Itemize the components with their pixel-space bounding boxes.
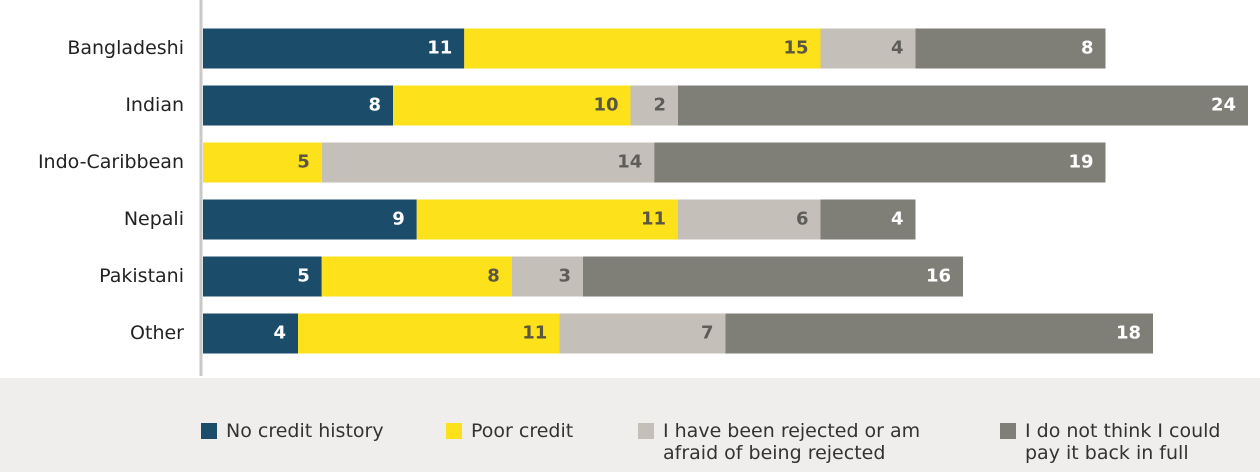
data-label: 11 — [641, 209, 666, 230]
data-label: 15 — [783, 38, 808, 59]
legend-label: No credit history — [226, 420, 384, 442]
y-tick-label: Indian — [125, 94, 184, 116]
data-label: 4 — [891, 38, 904, 59]
bar-segment — [203, 85, 393, 126]
legend-item: I have been rejected or am afraid of bei… — [638, 420, 978, 464]
data-label: 19 — [1068, 152, 1093, 173]
bar-segment — [820, 199, 916, 240]
bar-segment — [203, 256, 322, 297]
data-label: 6 — [796, 209, 809, 230]
data-label: 3 — [558, 266, 571, 287]
bar-segment — [203, 142, 322, 183]
bar-segment — [725, 313, 1153, 354]
bar-segment — [321, 142, 655, 183]
bar-segment — [820, 28, 916, 69]
data-label: 7 — [701, 323, 714, 344]
bar-segment — [416, 199, 678, 240]
y-tick-label: Pakistani — [99, 265, 184, 287]
bar-segment — [464, 28, 821, 69]
bar-segment — [511, 256, 583, 297]
legend-swatch — [638, 423, 654, 439]
legend-item: I do not think I could pay it back in fu… — [1000, 420, 1250, 464]
data-label: 5 — [297, 266, 310, 287]
data-label: 24 — [1211, 95, 1236, 116]
data-label: 10 — [593, 95, 618, 116]
bar-segment — [321, 256, 512, 297]
data-label: 2 — [653, 95, 666, 116]
bar-segment — [678, 199, 821, 240]
data-label: 11 — [522, 323, 547, 344]
bar-segment — [915, 28, 1106, 69]
data-label: 11 — [427, 38, 452, 59]
data-label: 4 — [273, 323, 286, 344]
bar-segment — [298, 313, 560, 354]
data-label: 8 — [1081, 38, 1094, 59]
data-label: 8 — [487, 266, 500, 287]
bar-segment — [393, 85, 631, 126]
data-label: 16 — [926, 266, 951, 287]
bar-segment — [654, 142, 1106, 183]
chart: Bangladeshi 11 15 4 8 Indian 8 10 2 24 Indo-Caribb… — [38, 0, 1248, 376]
bar-segment — [678, 85, 1248, 126]
data-label: 18 — [1116, 323, 1141, 344]
legend-item: No credit history — [201, 420, 441, 442]
legend-label: Poor credit — [471, 420, 574, 442]
bar-segment — [583, 256, 963, 297]
data-label: 4 — [891, 209, 904, 230]
bar-segment — [203, 313, 298, 354]
data-label: 14 — [617, 152, 642, 173]
bar-segment — [559, 313, 726, 354]
legend-label: I do not think I could pay it back in fu… — [1025, 420, 1221, 464]
data-label: 9 — [392, 209, 405, 230]
legend-swatch — [446, 423, 462, 439]
y-tick-label: Nepali — [124, 208, 184, 230]
bar-segment — [203, 199, 417, 240]
legend-swatch — [1000, 423, 1016, 439]
data-label: 8 — [368, 95, 381, 116]
y-tick-label: Indo-Caribbean — [38, 151, 184, 173]
legend-swatch — [201, 423, 217, 439]
y-tick-label: Other — [130, 322, 184, 344]
y-tick-label: Bangladeshi — [67, 37, 184, 59]
data-label: 5 — [297, 152, 310, 173]
legend-label: I have been rejected or am afraid of bei… — [663, 420, 921, 464]
bar-segment — [203, 28, 465, 69]
bar-segment — [630, 85, 678, 126]
legend-item: Poor credit — [446, 420, 626, 442]
